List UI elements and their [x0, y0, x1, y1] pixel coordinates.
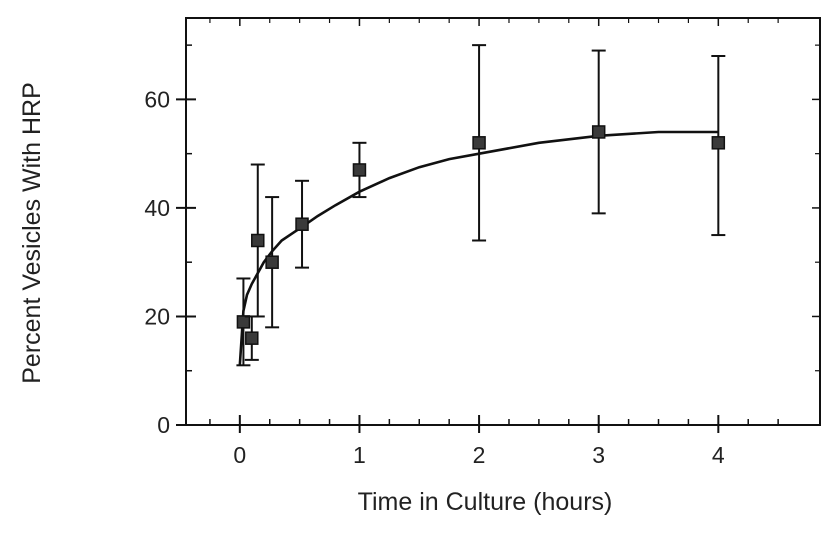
x-axis-title: Time in Culture (hours): [358, 488, 613, 516]
data-point: [472, 136, 486, 150]
y-axis-title: Percent Vesicles With HRP: [18, 82, 46, 384]
x-tick-label: 4: [712, 442, 725, 468]
data-point: [236, 315, 251, 329]
x-tick-label: 3: [592, 442, 605, 468]
x-tick-label: 0: [233, 442, 246, 468]
plot-frame: [185, 17, 821, 426]
y-tick-label: 60: [144, 86, 170, 112]
data-point: [711, 136, 726, 150]
y-tick-label: 20: [144, 303, 170, 329]
plot-area: 0 20 40 60 0 1 2 3 4: [144, 17, 821, 468]
data-point: [265, 255, 279, 269]
data-point: [295, 217, 309, 231]
data-point: [591, 125, 606, 139]
data-point: [352, 163, 367, 177]
fit-curve: [238, 130, 719, 366]
x-tick-label: 2: [473, 442, 486, 468]
data-point: [245, 331, 259, 345]
y-tick-label: 0: [157, 412, 170, 438]
x-tick-label: 1: [353, 442, 366, 468]
y-tick-label: 40: [144, 195, 170, 221]
data-point: [251, 233, 265, 248]
